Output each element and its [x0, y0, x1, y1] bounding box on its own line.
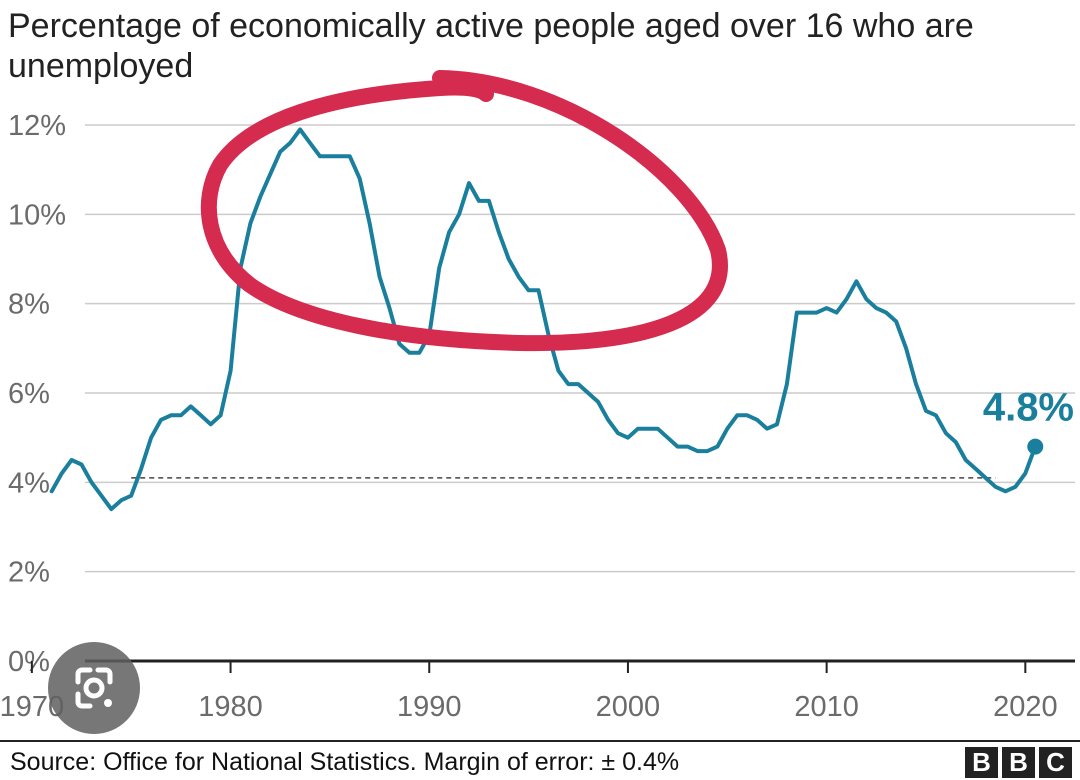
bbc-logo: B B C: [965, 747, 1072, 778]
grid-lines: [85, 124, 1075, 663]
x-axis-ticks: 1970 1980 1990 2000 2010 2020: [0, 661, 1058, 723]
lens-glyph: [75, 667, 113, 709]
x-tick-label: 1990: [397, 691, 462, 723]
highlight-circle-group: [200, 70, 728, 352]
source-note: Source: Office for National Statistics. …: [10, 748, 680, 776]
bbc-logo-letter: C: [1039, 747, 1072, 778]
y-tick-label: 10%: [8, 199, 66, 231]
x-tick-label: 1980: [198, 691, 263, 723]
y-tick-label: 8%: [8, 289, 50, 321]
y-tick-label: 2%: [8, 557, 50, 589]
end-value-label: 4.8%: [983, 386, 1074, 430]
x-tick-label: 2020: [993, 691, 1058, 723]
y-tick-label: 4%: [8, 467, 50, 499]
footer-divider: [0, 740, 1080, 742]
y-axis-ticks: 0% 2% 4% 6% 8% 10% 12%: [8, 110, 66, 678]
series-line: [49, 127, 1038, 512]
y-tick-label: 6%: [8, 378, 50, 410]
annotation-group: 4.8%: [983, 386, 1074, 455]
x-tick-label: 2010: [794, 691, 859, 723]
bbc-logo-letter: B: [1002, 747, 1035, 778]
series-group: [49, 127, 1038, 512]
highlight-circle: [200, 70, 728, 352]
y-tick-label: 12%: [8, 110, 66, 142]
x-tick-label: 2000: [596, 691, 661, 723]
end-point-marker: [1027, 438, 1044, 455]
y-tick-label: 0%: [8, 646, 50, 678]
bbc-logo-letter: B: [965, 747, 998, 778]
google-lens-icon[interactable]: [48, 642, 140, 734]
chart-title: Percentage of economically active people…: [8, 7, 974, 85]
